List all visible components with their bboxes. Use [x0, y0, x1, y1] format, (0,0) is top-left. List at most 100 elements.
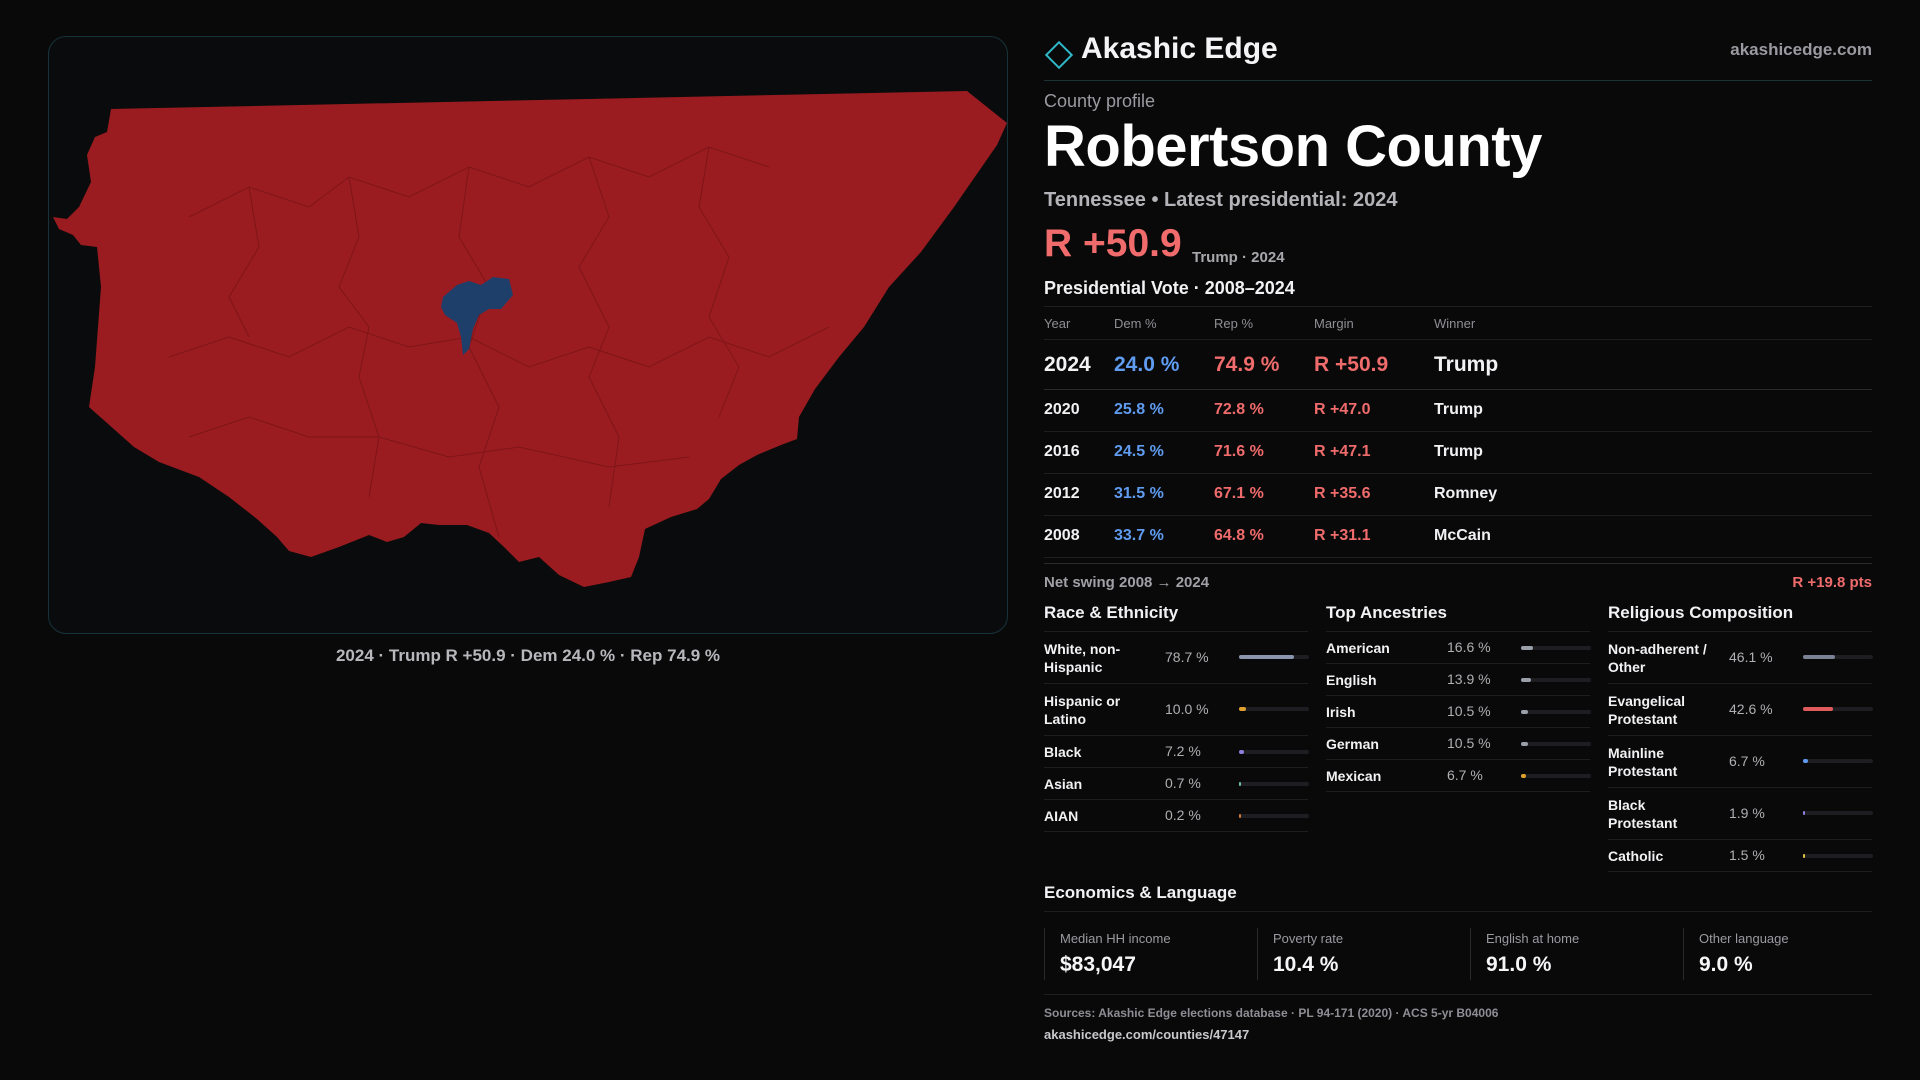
site-link[interactable]: akashicedge.com	[1730, 40, 1872, 59]
row-year: 2012	[1044, 485, 1080, 502]
bar-fill	[1521, 742, 1529, 746]
row-rep: 64.8 %	[1214, 527, 1264, 544]
row-year: 2008	[1044, 527, 1080, 544]
table-row[interactable]: 2008 33.7 % 64.8 % R +31.1 McCain	[1044, 516, 1872, 558]
item-name: Mexican	[1326, 768, 1382, 784]
row-winner: Romney	[1434, 485, 1498, 502]
list-item[interactable]: Hispanic or Latino 10.0 %	[1044, 684, 1309, 736]
list-item[interactable]: White, non-Hispanic 78.7 %	[1044, 632, 1309, 684]
item-name: AIAN	[1044, 808, 1079, 824]
bar-fill	[1521, 710, 1529, 714]
econ-value: 10.4 %	[1273, 953, 1339, 976]
row-dem: 33.7 %	[1114, 527, 1164, 544]
list-item[interactable]: Irish 10.5 %	[1326, 696, 1591, 728]
item-name: English	[1326, 672, 1377, 688]
map-caption: 2024 · Trump R +50.9 · Dem 24.0 % · Rep …	[335, 646, 721, 665]
net-swing-value: R +19.8 pts	[1792, 574, 1872, 591]
item-percent: 0.7 %	[1165, 775, 1201, 791]
item-percent: 1.9 %	[1729, 805, 1765, 821]
presidential-vote-title: Presidential Vote · 2008–2024	[1044, 278, 1295, 298]
county-map-panel[interactable]	[48, 36, 1008, 634]
row-winner: Trump	[1434, 401, 1483, 418]
list-item[interactable]: Black Protestant 1.9 %	[1608, 788, 1873, 840]
bar-fill	[1521, 646, 1533, 650]
row-rep: 67.1 %	[1214, 485, 1264, 502]
bar-fill	[1521, 774, 1526, 778]
item-percent: 0.2 %	[1165, 807, 1201, 823]
dem-precinct[interactable]	[441, 277, 513, 355]
item-name: Non-adherent / Other	[1608, 641, 1707, 675]
list-item[interactable]: AIAN 0.2 %	[1044, 800, 1309, 832]
bar-fill	[1803, 655, 1836, 659]
table-header: Year Dem % Rep % Margin Winner	[1044, 306, 1872, 340]
subtitle: Tennessee • Latest presidential: 2024	[1044, 189, 1398, 211]
bar-fill	[1239, 707, 1246, 711]
row-rep: 74.9 %	[1214, 353, 1280, 376]
bar-track	[1521, 742, 1591, 746]
brand-name[interactable]: Akashic Edge	[1081, 32, 1278, 65]
item-name: Evangelical Protestant	[1608, 693, 1686, 727]
list-item[interactable]: Mexican 6.7 %	[1326, 760, 1591, 792]
bar-fill	[1521, 678, 1531, 682]
list-item[interactable]: Non-adherent / Other 46.1 %	[1608, 632, 1873, 684]
list-item[interactable]: Catholic 1.5 %	[1608, 840, 1873, 872]
row-margin: R +35.6	[1314, 485, 1371, 502]
row-year: 2020	[1044, 401, 1080, 418]
col-dem: Dem %	[1114, 316, 1157, 331]
list-item[interactable]: Mainline Protestant 6.7 %	[1608, 736, 1873, 788]
table-row[interactable]: 2020 25.8 % 72.8 % R +47.0 Trump	[1044, 390, 1872, 432]
item-percent: 1.5 %	[1729, 847, 1765, 863]
table-row[interactable]: 2016 24.5 % 71.6 % R +47.1 Trump	[1044, 432, 1872, 474]
bar-track	[1521, 774, 1591, 778]
list-item[interactable]: Black 7.2 %	[1044, 736, 1309, 768]
list-item[interactable]: English 13.9 %	[1326, 664, 1591, 696]
bar-fill	[1803, 759, 1808, 763]
item-percent: 7.2 %	[1165, 743, 1201, 759]
list-item[interactable]: Evangelical Protestant 42.6 %	[1608, 684, 1873, 736]
bar-track	[1239, 707, 1309, 711]
row-winner: Trump	[1434, 353, 1499, 376]
row-margin: R +31.1	[1314, 527, 1371, 544]
row-margin: R +47.1	[1314, 443, 1371, 460]
eyebrow: County profile	[1044, 91, 1156, 111]
bar-fill	[1239, 655, 1295, 659]
table-row[interactable]: 2024 24.0 % 74.9 % R +50.9 Trump	[1044, 340, 1872, 390]
item-percent: 46.1 %	[1729, 649, 1773, 665]
item-percent: 13.9 %	[1447, 671, 1491, 687]
header: Akashic Edge akashicedge.com	[1044, 28, 1872, 81]
list-item[interactable]: Asian 0.7 %	[1044, 768, 1309, 800]
econ-label: Poverty rate	[1273, 931, 1344, 946]
county-url[interactable]: akashicedge.com/counties/47147	[1044, 1027, 1250, 1042]
item-percent: 16.6 %	[1447, 639, 1491, 655]
econ-label: English at home	[1486, 931, 1580, 946]
bar-track	[1803, 759, 1873, 763]
row-winner: McCain	[1434, 527, 1491, 544]
econ-label: Median HH income	[1060, 931, 1171, 946]
table-row[interactable]: 2012 31.5 % 67.1 % R +35.6 Romney	[1044, 474, 1872, 516]
bar-fill	[1239, 782, 1241, 786]
col-margin: Margin	[1314, 316, 1354, 331]
item-percent: 6.7 %	[1447, 767, 1483, 783]
list-item[interactable]: German 10.5 %	[1326, 728, 1591, 760]
bar-fill	[1803, 811, 1805, 815]
col-winner: Winner	[1434, 316, 1476, 331]
economics-title: Economics & Language	[1044, 880, 1872, 912]
bar-track	[1239, 814, 1309, 818]
row-margin: R +47.0	[1314, 401, 1371, 418]
econ-english-home: English at home 91.0 %	[1470, 928, 1670, 980]
econ-poverty-rate: Poverty rate 10.4 %	[1257, 928, 1457, 980]
divider	[1044, 994, 1872, 995]
county-shape[interactable]	[53, 91, 1007, 587]
list-item[interactable]: American 16.6 %	[1326, 632, 1591, 664]
item-percent: 10.5 %	[1447, 703, 1491, 719]
bar-track	[1803, 854, 1873, 858]
bar-track	[1239, 782, 1309, 786]
bar-fill	[1803, 854, 1805, 858]
ancestries-section: Top Ancestries American 16.6 % English 13.9…	[1326, 600, 1591, 792]
item-percent: 78.7 %	[1165, 649, 1209, 665]
row-dem: 25.8 %	[1114, 401, 1164, 418]
page-title: Robertson County	[1044, 114, 1542, 179]
item-percent: 42.6 %	[1729, 701, 1773, 717]
religion-title: Religious Composition	[1608, 600, 1872, 632]
county-map[interactable]	[49, 37, 1008, 634]
